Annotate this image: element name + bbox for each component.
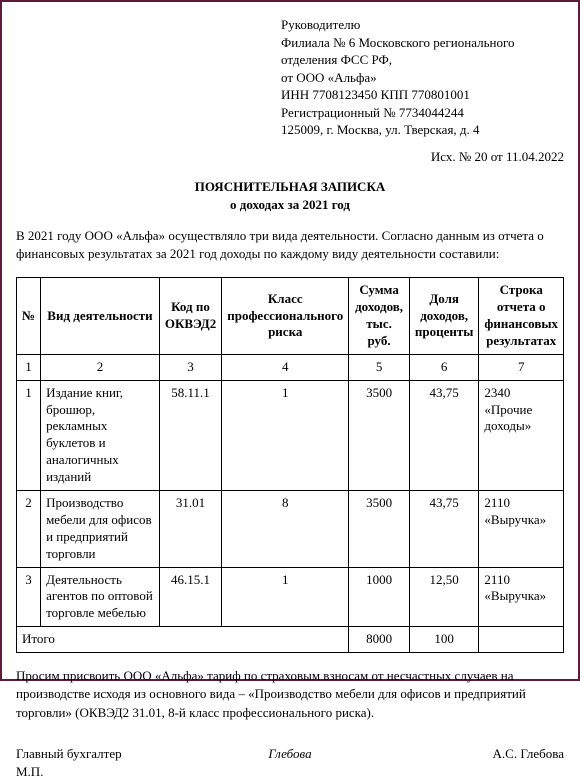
th-num: № xyxy=(17,278,41,355)
th-share: Доля доходов, проценты xyxy=(409,278,479,355)
cell-code: 46.15.1 xyxy=(159,567,221,627)
intro-paragraph: В 2021 году ООО «Альфа» осуществляло три… xyxy=(16,227,564,263)
cell-sum: 3500 xyxy=(349,380,410,490)
cell-activity: Производство мебели для офисов и предпри… xyxy=(41,491,160,568)
signature-position: Главный бухгалтер xyxy=(16,746,197,762)
addr-line: Руководителю xyxy=(281,16,564,34)
cell-risk: 8 xyxy=(222,491,349,568)
reference-number: Исх. № 20 от 11.04.2022 xyxy=(16,149,564,165)
cell-num: 2 xyxy=(17,491,41,568)
th-code: Код по ОКВЭД2 xyxy=(159,278,221,355)
total-share: 100 xyxy=(409,627,479,653)
cell-code: 31.01 xyxy=(159,491,221,568)
numcell: 6 xyxy=(409,354,479,380)
numcell: 4 xyxy=(222,354,349,380)
cell-sum: 3500 xyxy=(349,491,410,568)
table-totals-row: Итого 8000 100 xyxy=(17,627,564,653)
addr-line: Филиала № 6 Московского регионального xyxy=(281,34,564,52)
cell-code: 58.11.1 xyxy=(159,380,221,490)
total-empty xyxy=(479,627,564,653)
signature-row: Главный бухгалтер Глебова А.С. Глебова xyxy=(16,746,564,762)
table-row: 1 Издание книг, брошюр, рекламных буклет… xyxy=(17,380,564,490)
cell-activity: Деятельность агентов по оптовой торговле… xyxy=(41,567,160,627)
cell-num: 1 xyxy=(17,380,41,490)
closing-paragraph: Просим присвоить ООО «Альфа» тариф по ст… xyxy=(16,667,564,722)
numcell: 2 xyxy=(41,354,160,380)
cell-report: 2110 «Выручка» xyxy=(479,491,564,568)
th-risk-class: Класс профессионального риска xyxy=(222,278,349,355)
cell-share: 12,50 xyxy=(409,567,479,627)
th-report-row: Строка отчета о финансовых результатах xyxy=(479,278,564,355)
addr-line: от ООО «Альфа» xyxy=(281,69,564,87)
cell-risk: 1 xyxy=(222,380,349,490)
signature-name: А.С. Глебова xyxy=(383,746,564,762)
th-activity: Вид деятельности xyxy=(41,278,160,355)
numcell: 7 xyxy=(479,354,564,380)
doc-title: ПОЯСНИТЕЛЬНАЯ ЗАПИСКА xyxy=(16,179,564,195)
cell-share: 43,75 xyxy=(409,491,479,568)
numcell: 5 xyxy=(349,354,410,380)
stamp-placeholder: М.П. xyxy=(16,764,564,780)
th-sum: Сумма доходов, тыс. руб. xyxy=(349,278,410,355)
cell-risk: 1 xyxy=(222,567,349,627)
numcell: 3 xyxy=(159,354,221,380)
table-row: 3 Деятельность агентов по оптовой торгов… xyxy=(17,567,564,627)
cell-activity: Издание книг, брошюр, рекламных буклетов… xyxy=(41,380,160,490)
cell-report: 2110 «Выручка» xyxy=(479,567,564,627)
cell-num: 3 xyxy=(17,567,41,627)
document-page: Руководителю Филиала № 6 Московского рег… xyxy=(0,0,580,681)
doc-subtitle: о доходах за 2021 год xyxy=(16,197,564,213)
cell-sum: 1000 xyxy=(349,567,410,627)
table-row: 2 Производство мебели для офисов и предп… xyxy=(17,491,564,568)
addr-line: ИНН 7708123450 КПП 770801001 xyxy=(281,86,564,104)
income-table: № Вид деятельности Код по ОКВЭД2 Класс п… xyxy=(16,277,564,653)
table-header-row: № Вид деятельности Код по ОКВЭД2 Класс п… xyxy=(17,278,564,355)
addr-line: 125009, г. Москва, ул. Тверская, д. 4 xyxy=(281,121,564,139)
table-number-row: 1 2 3 4 5 6 7 xyxy=(17,354,564,380)
numcell: 1 xyxy=(17,354,41,380)
addr-line: Регистрационный № 7734044244 xyxy=(281,104,564,122)
addressee-block: Руководителю Филиала № 6 Московского рег… xyxy=(281,16,564,139)
cell-report: 2340 «Прочие доходы» xyxy=(479,380,564,490)
cell-share: 43,75 xyxy=(409,380,479,490)
total-sum: 8000 xyxy=(349,627,410,653)
total-label: Итого xyxy=(17,627,349,653)
signature-sign: Глебова xyxy=(200,746,381,762)
addr-line: отделения ФСС РФ, xyxy=(281,51,564,69)
